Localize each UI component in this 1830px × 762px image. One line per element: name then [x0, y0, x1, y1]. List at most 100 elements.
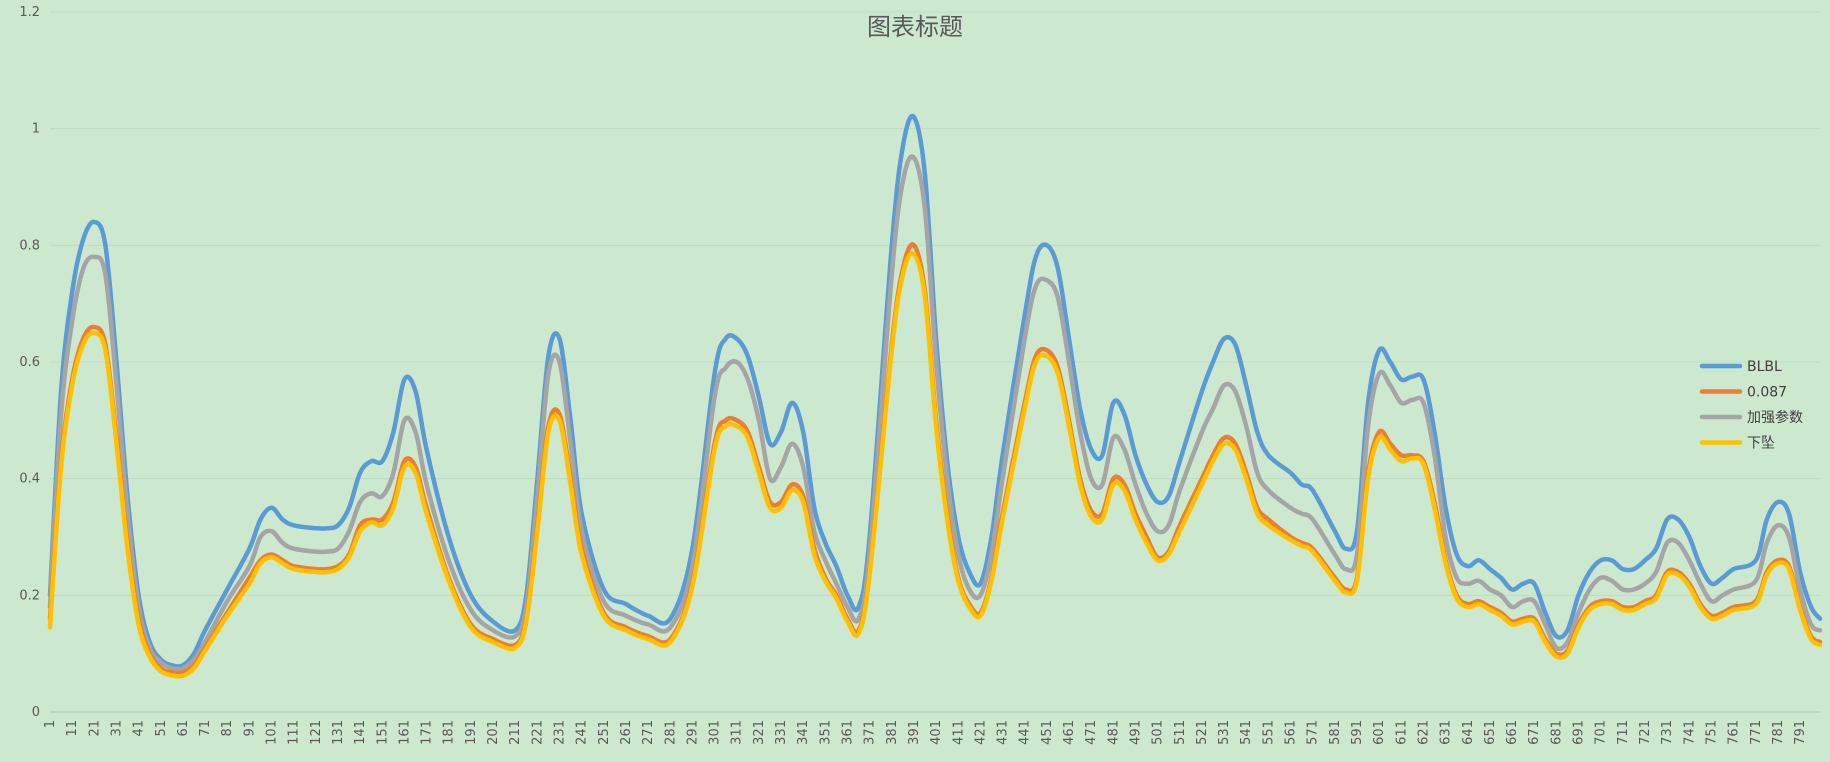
x-tick-label: 51: [154, 720, 169, 737]
x-tick-label: 381: [885, 720, 900, 745]
y-tick-label: 1: [32, 122, 40, 137]
x-tick-label: 761: [1727, 720, 1742, 745]
x-tick-label: 131: [331, 720, 346, 745]
x-tick-label: 161: [397, 720, 412, 745]
x-tick-label: 251: [597, 720, 612, 745]
x-axis: 1 11 21 31 41 51 61 71 81 91 101 111 121 131 141 151 161…: [43, 711, 1820, 745]
x-tick-label: 191: [464, 720, 479, 745]
series-line-0: [47, 113, 1823, 669]
x-tick-label: 661: [1505, 720, 1520, 745]
x-tick-label: 391: [907, 720, 922, 745]
x-tick-label: 181: [442, 720, 457, 745]
series-lines: [47, 113, 1823, 679]
x-tick-label: 301: [708, 720, 723, 745]
y-tick-label: 0.6: [19, 355, 40, 370]
x-tick-label: 611: [1394, 720, 1409, 745]
y-axis: 0 0.2 0.4 0.6 0.8 1 1.2: [19, 5, 40, 720]
x-tick-label: 601: [1372, 720, 1387, 745]
x-tick-label: 461: [1062, 720, 1077, 745]
x-tick-label: 71: [198, 720, 213, 737]
x-tick-label: 531: [1217, 720, 1232, 745]
x-tick-label: 501: [1151, 720, 1166, 745]
x-tick-label: 311: [730, 720, 745, 745]
x-tick-label: 341: [796, 720, 811, 745]
x-tick-label: 291: [685, 720, 700, 745]
x-tick-label: 361: [840, 720, 855, 745]
x-tick-label: 571: [1306, 720, 1321, 745]
x-tick-label: 61: [176, 720, 191, 737]
x-tick-label: 771: [1749, 720, 1764, 745]
x-tick-label: 711: [1616, 720, 1631, 745]
series-line-2: [47, 154, 1823, 672]
legend-label-1: 0.087: [1747, 385, 1787, 401]
x-tick-label: 471: [1084, 720, 1099, 745]
x-tick-label: 511: [1173, 720, 1188, 745]
chart-title: 图表标题: [867, 13, 963, 41]
x-tick-label: 41: [132, 720, 147, 737]
x-tick-label: 581: [1328, 720, 1343, 745]
x-tick-label: 171: [420, 720, 435, 745]
x-tick-label: 81: [220, 720, 235, 737]
x-tick-label: 671: [1527, 720, 1542, 745]
y-tick-label: 0.4: [19, 472, 40, 487]
y-tick-label: 0.8: [19, 238, 40, 253]
x-tick-label: 641: [1461, 720, 1476, 745]
x-tick-label: 241: [575, 720, 590, 745]
x-tick-label: 231: [553, 720, 568, 745]
x-tick-label: 1: [43, 720, 58, 728]
x-tick-label: 681: [1549, 720, 1564, 745]
x-tick-label: 431: [996, 720, 1011, 745]
y-tick-label: 0: [32, 705, 40, 720]
x-tick-label: 521: [1195, 720, 1210, 745]
y-tick-label: 0.2: [19, 588, 40, 603]
x-tick-label: 111: [287, 720, 302, 745]
x-tick-label: 201: [486, 720, 501, 745]
x-tick-label: 121: [309, 720, 324, 745]
x-tick-label: 791: [1793, 720, 1808, 745]
x-tick-label: 691: [1572, 720, 1587, 745]
x-tick-label: 721: [1638, 720, 1653, 745]
x-tick-label: 631: [1439, 720, 1454, 745]
x-tick-label: 481: [1106, 720, 1121, 745]
x-tick-label: 151: [375, 720, 390, 745]
x-tick-label: 11: [65, 720, 80, 737]
y-tick-label: 1.2: [19, 5, 40, 20]
x-tick-label: 351: [818, 720, 833, 745]
x-tick-label: 781: [1771, 720, 1786, 745]
x-tick-label: 731: [1660, 720, 1675, 745]
x-tick-label: 651: [1483, 720, 1498, 745]
x-tick-label: 421: [973, 720, 988, 745]
legend-label-0: BLBL: [1747, 359, 1782, 375]
x-tick-label: 21: [87, 720, 102, 737]
x-tick-label: 211: [508, 720, 523, 745]
legend-label-3: 下坠: [1747, 436, 1775, 452]
x-tick-label: 541: [1239, 720, 1254, 745]
legend-label-2: 加强参数: [1747, 409, 1803, 426]
x-tick-label: 751: [1704, 720, 1719, 745]
x-tick-label: 31: [109, 720, 124, 737]
x-tick-label: 331: [774, 720, 789, 745]
x-tick-label: 371: [863, 720, 878, 745]
x-tick-label: 101: [265, 720, 280, 745]
x-tick-label: 91: [242, 720, 257, 737]
series-line-3: [47, 250, 1823, 679]
x-tick-label: 621: [1416, 720, 1431, 745]
x-tick-label: 561: [1284, 720, 1299, 745]
x-tick-label: 551: [1261, 720, 1276, 745]
x-tick-label: 221: [530, 720, 545, 745]
x-tick-label: 451: [1040, 720, 1055, 745]
x-tick-label: 591: [1350, 720, 1365, 745]
x-tick-label: 491: [1128, 720, 1143, 745]
x-tick-label: 411: [951, 720, 966, 745]
x-tick-label: 441: [1018, 720, 1033, 745]
x-tick-label: 701: [1594, 720, 1609, 745]
x-tick-label: 741: [1682, 720, 1697, 745]
x-tick-label: 401: [929, 720, 944, 745]
x-tick-label: 281: [663, 720, 678, 745]
x-tick-label: 261: [619, 720, 634, 745]
x-tick-label: 271: [641, 720, 656, 745]
x-tick-label: 141: [353, 720, 368, 745]
